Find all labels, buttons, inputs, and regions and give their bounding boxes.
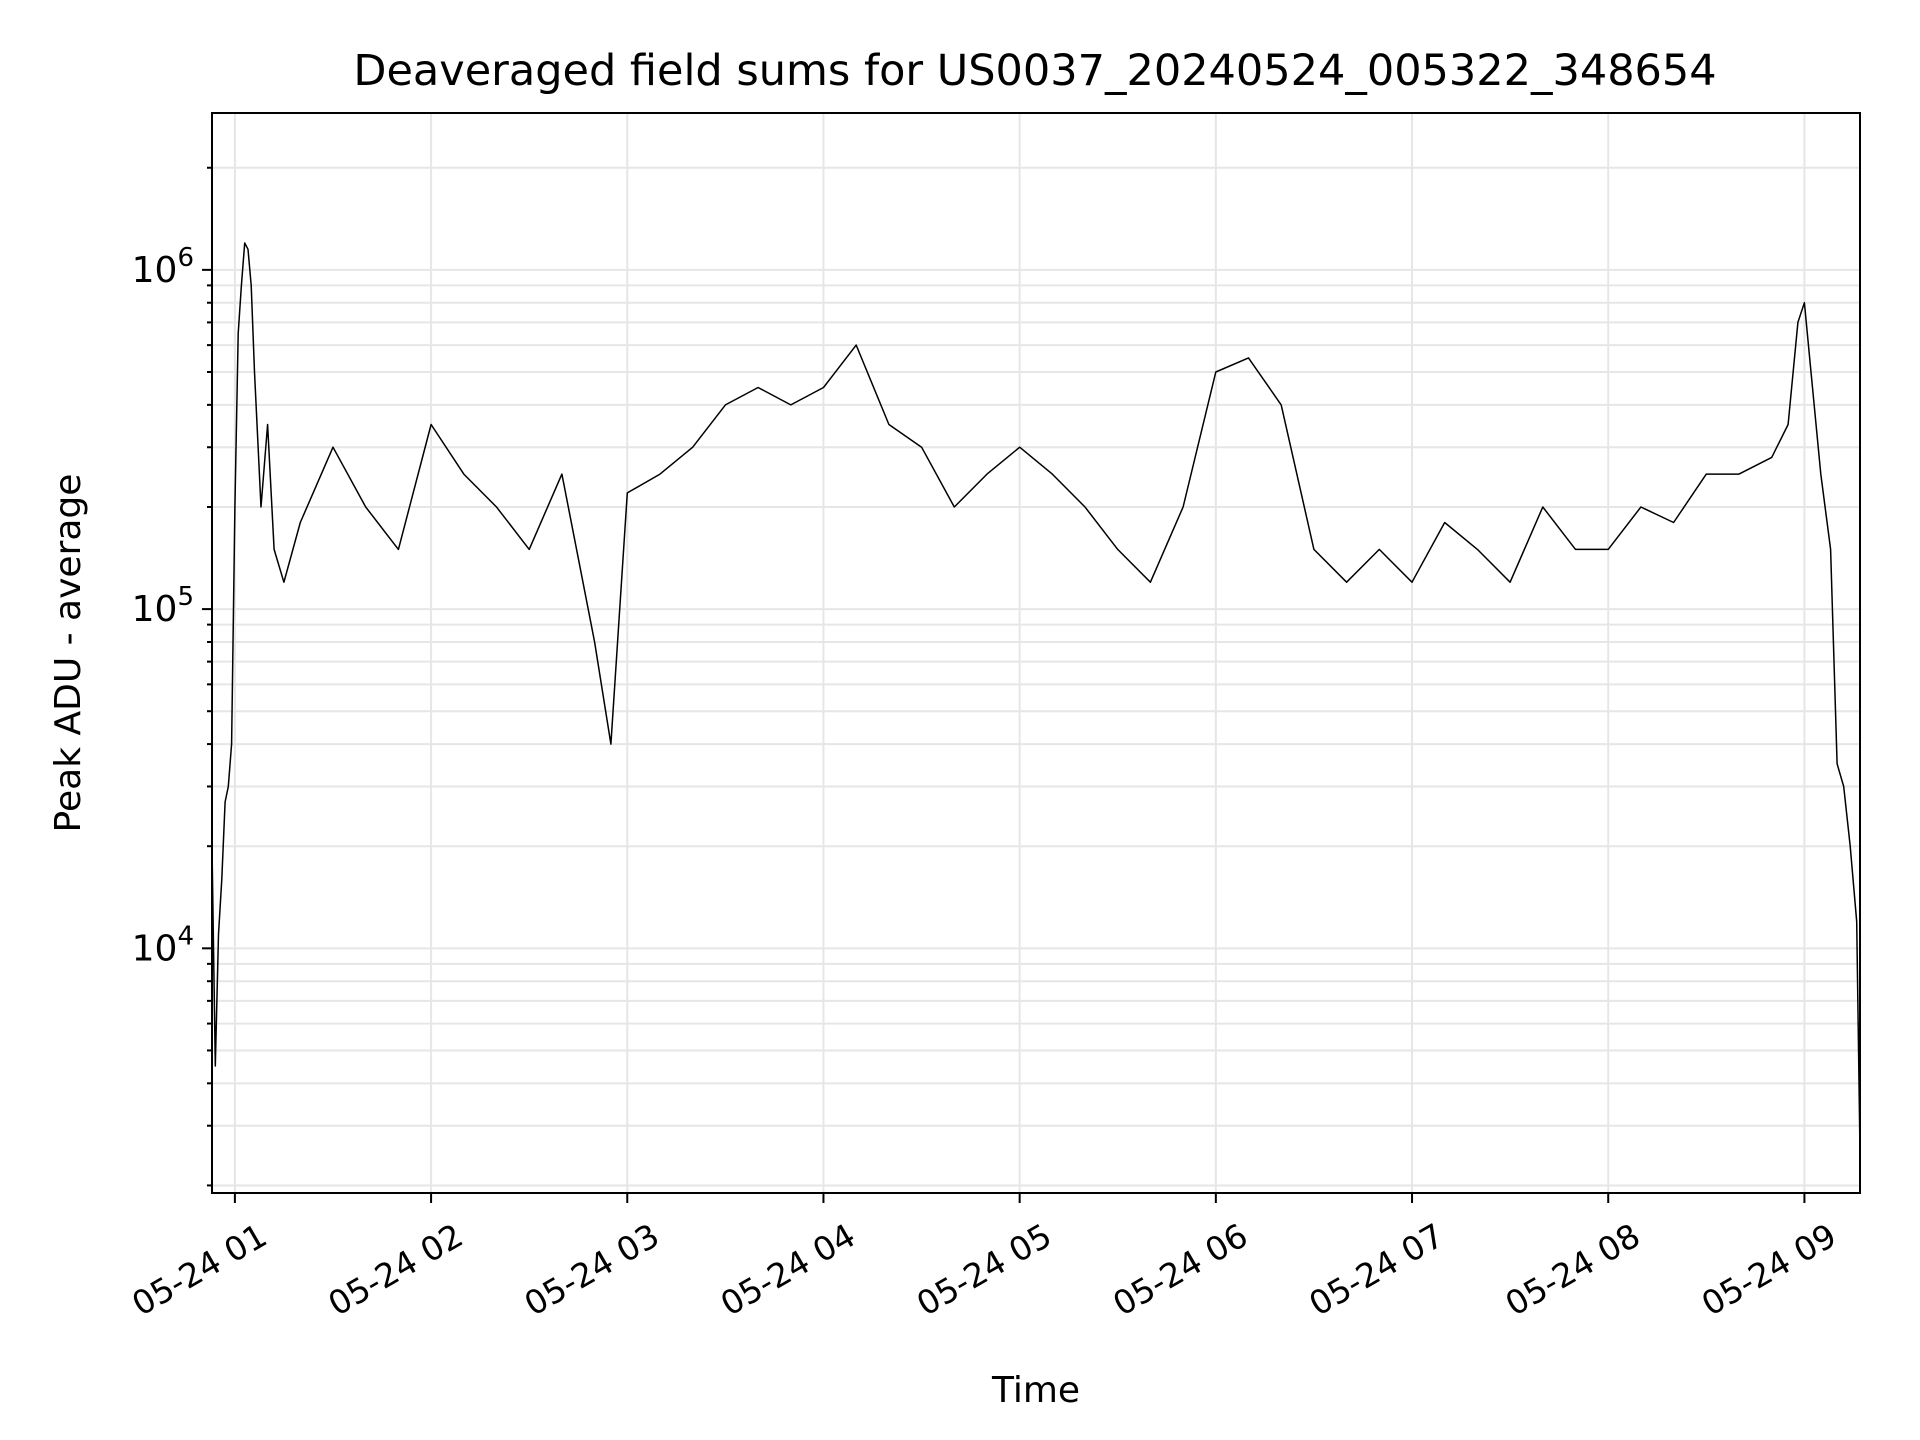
series-line [211, 242, 1861, 1153]
y-axis-label: Peak ADU - average [48, 474, 89, 833]
y-tick-label: 104 [132, 921, 194, 969]
chart-title: Deaveraged field sums for US0037_2024052… [353, 46, 1716, 96]
y-tick-base: 10 [132, 589, 178, 630]
y-tick-label: 105 [132, 582, 194, 630]
y-tick-exponent: 4 [177, 921, 194, 951]
y-tick-exponent: 6 [177, 243, 194, 273]
y-tick-exponent: 5 [177, 582, 194, 612]
plot-area [211, 242, 1861, 1153]
grid [212, 113, 1860, 1193]
plot-frame [211, 112, 1861, 1194]
y-tick-base: 10 [132, 250, 178, 291]
y-tick-label: 106 [132, 243, 194, 291]
y-tick-base: 10 [132, 928, 178, 969]
x-axis-label: Time [991, 1370, 1080, 1411]
